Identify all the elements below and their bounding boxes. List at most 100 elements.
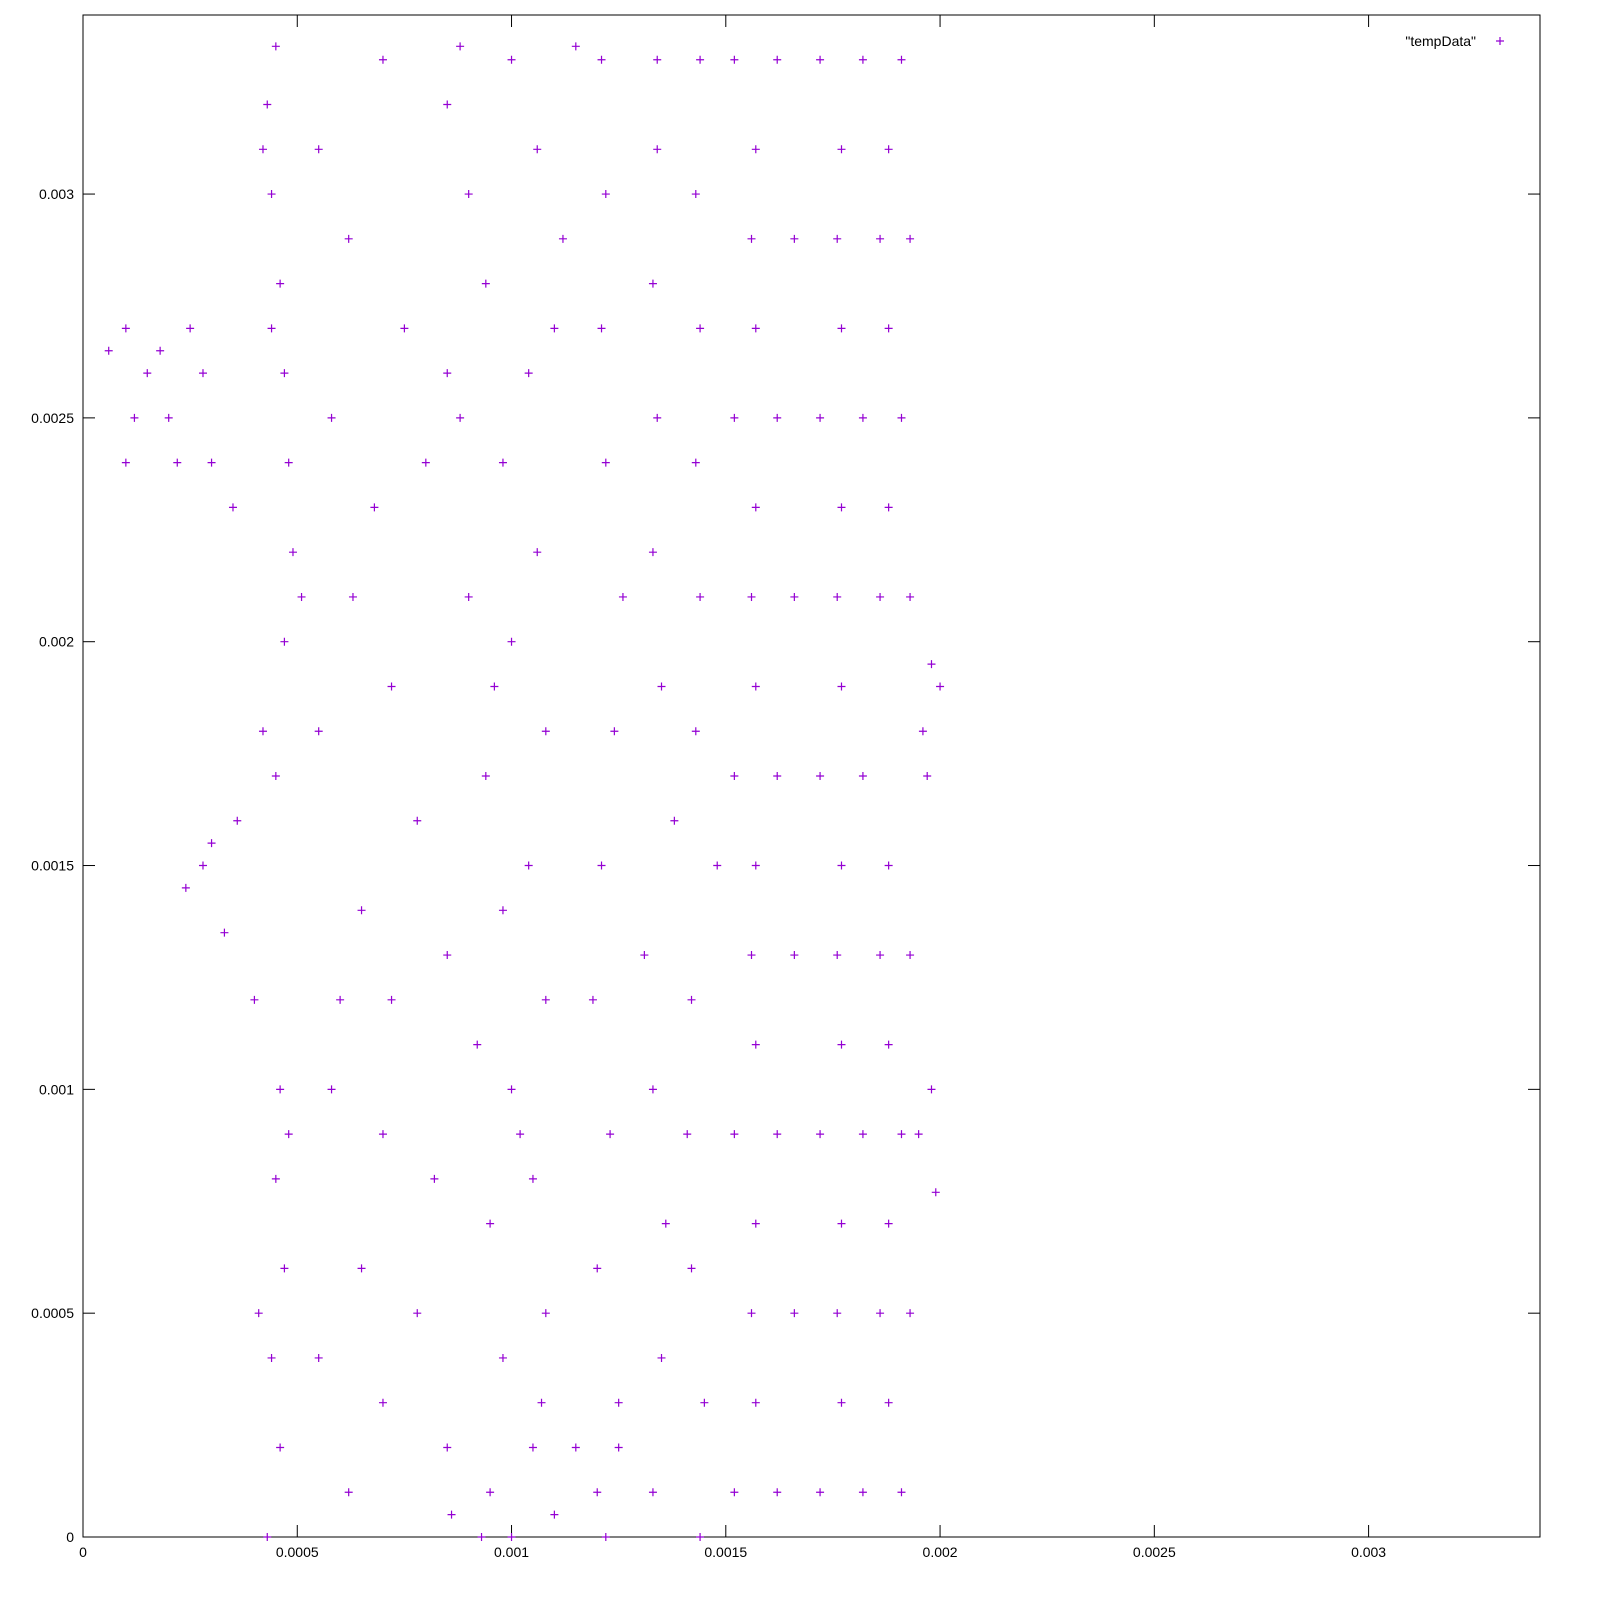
point	[558, 234, 567, 243]
point	[884, 324, 893, 333]
point	[730, 55, 739, 64]
point	[121, 324, 130, 333]
point	[858, 1488, 867, 1497]
point	[498, 906, 507, 915]
point	[897, 1488, 906, 1497]
point	[288, 548, 297, 557]
point	[276, 1085, 285, 1094]
point	[730, 413, 739, 422]
point	[747, 1309, 756, 1318]
point	[648, 279, 657, 288]
point	[413, 1309, 422, 1318]
point	[918, 727, 927, 736]
point	[837, 682, 846, 691]
point	[696, 324, 705, 333]
point	[498, 458, 507, 467]
point	[606, 1130, 615, 1139]
point	[640, 951, 649, 960]
point	[524, 369, 533, 378]
point	[357, 1264, 366, 1273]
point	[816, 1488, 825, 1497]
point	[773, 55, 782, 64]
point	[816, 55, 825, 64]
point	[816, 772, 825, 780]
point	[297, 592, 306, 601]
point	[378, 55, 387, 64]
x-tick-label: 0.002	[923, 1544, 958, 1560]
point	[730, 1130, 739, 1139]
point	[541, 1309, 550, 1318]
point	[837, 145, 846, 154]
point	[284, 458, 293, 467]
point	[443, 951, 452, 960]
point	[747, 234, 756, 243]
point	[648, 1488, 657, 1497]
point	[464, 592, 473, 601]
point	[876, 951, 885, 960]
point	[906, 234, 915, 243]
point	[473, 1040, 482, 1049]
point	[858, 772, 867, 780]
point	[443, 1443, 452, 1452]
point	[490, 682, 499, 691]
point	[413, 816, 422, 825]
point	[653, 55, 662, 64]
point	[537, 1398, 546, 1407]
point	[481, 279, 490, 288]
legend-marker	[1496, 37, 1504, 45]
point	[314, 727, 323, 736]
point	[276, 1443, 285, 1452]
point	[858, 55, 867, 64]
point	[156, 346, 165, 355]
point	[747, 951, 756, 960]
point	[816, 1130, 825, 1139]
point	[456, 413, 465, 422]
point	[837, 861, 846, 870]
point	[173, 458, 182, 467]
point	[481, 772, 490, 780]
point	[456, 42, 465, 51]
point	[486, 1488, 495, 1497]
point	[477, 1533, 486, 1541]
point	[387, 995, 396, 1004]
x-tick-label: 0	[79, 1544, 87, 1560]
point	[443, 100, 452, 109]
point	[670, 816, 679, 825]
point	[696, 55, 705, 64]
y-tick-label: 0.0025	[31, 410, 74, 426]
point	[837, 324, 846, 333]
point	[314, 1353, 323, 1362]
point	[276, 279, 285, 288]
point	[263, 100, 272, 109]
x-tick-label: 0.001	[494, 1544, 529, 1560]
point	[773, 1130, 782, 1139]
point	[507, 1533, 516, 1541]
point	[271, 42, 280, 51]
point	[790, 1309, 799, 1318]
point	[833, 592, 842, 601]
x-tick-label: 0.0015	[704, 1544, 747, 1560]
point	[923, 772, 932, 780]
point	[280, 1264, 289, 1273]
point	[280, 369, 289, 378]
point	[884, 1398, 893, 1407]
point	[884, 861, 893, 870]
point	[143, 369, 152, 378]
point	[593, 1264, 602, 1273]
point	[164, 413, 173, 422]
point	[833, 1309, 842, 1318]
point	[696, 592, 705, 601]
point	[661, 1219, 670, 1228]
point	[927, 660, 936, 669]
point	[186, 324, 195, 333]
point	[314, 145, 323, 154]
point	[876, 234, 885, 243]
point	[657, 682, 666, 691]
point	[464, 190, 473, 199]
point	[790, 234, 799, 243]
point	[773, 772, 782, 780]
point	[858, 413, 867, 422]
point	[597, 55, 606, 64]
x-tick-label: 0.0025	[1133, 1544, 1176, 1560]
x-tick-label: 0.0005	[276, 1544, 319, 1560]
